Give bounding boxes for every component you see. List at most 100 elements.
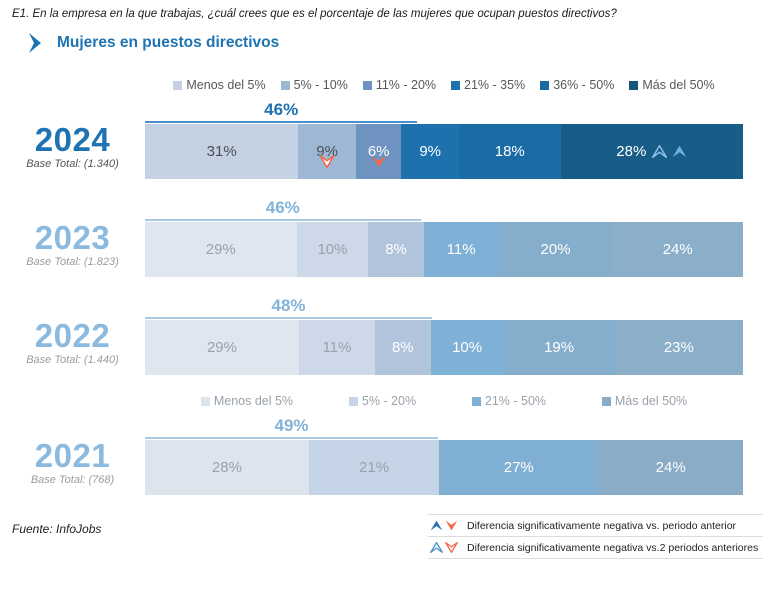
legend-label: 11% - 20% <box>375 78 437 92</box>
legend-swatch-icon <box>348 396 358 406</box>
bar-segment: 8% <box>374 320 431 375</box>
page-title: Mujeres en puestos directivos <box>57 34 280 51</box>
legend-item: 5% - 20% <box>348 394 417 408</box>
legend-item: 21% - 35% <box>451 78 525 92</box>
significance-legend: Diferencia significativamente negativa v… <box>428 514 763 559</box>
significance-marker <box>319 154 335 168</box>
chevron-right-icon <box>29 33 41 53</box>
year-label: 2023 <box>34 219 111 256</box>
legend-label: 21% - 35% <box>464 78 526 92</box>
bar-segment: 11% <box>423 222 499 277</box>
year-column: 2024 Base Total: (1.340) <box>0 100 145 179</box>
segment-value-label: 8% <box>385 241 407 258</box>
stacked-bar: 29% 11% 8% 10% 19% 23% <box>145 320 744 375</box>
bar-segment: 9% <box>401 124 459 179</box>
sig-legend-label: Diferencia significativamente negativa v… <box>467 519 737 532</box>
sig-legend-icons <box>430 520 458 531</box>
year-label: 2024 <box>34 121 111 158</box>
segment-value-label: 28% <box>211 459 242 476</box>
bar-segment: 21% <box>308 440 440 495</box>
bracket-line: 48% <box>145 296 433 319</box>
bar-segment: 31% <box>145 124 299 179</box>
legend-swatch-icon <box>540 80 550 90</box>
legend-item: 36% - 50% <box>540 78 614 92</box>
bar-segment: 10% <box>430 320 504 375</box>
sig-legend-icons <box>430 542 458 553</box>
segment-value-label: 8% <box>391 339 414 356</box>
base-total-label: Base Total: (1.440) <box>26 354 119 366</box>
year-row: 2023 Base Total: (1.823) 46% 29% 10% 8% 11% 20%… <box>0 198 763 277</box>
legend-label: Más del 50% <box>642 78 715 92</box>
up-arrow-icon <box>672 145 687 158</box>
legend-label: 5% - 10% <box>293 78 348 92</box>
bracket-label: 46% <box>264 100 299 119</box>
bracket-line: 46% <box>145 100 418 123</box>
stacked-bar: 29% 10% 8% 11% 20% 24% <box>145 222 744 277</box>
legend-label: Menos del 5% <box>186 78 266 92</box>
significance-markers <box>652 145 687 158</box>
bar-segment: 28% <box>145 440 309 495</box>
segment-value-label: 18% <box>494 143 525 160</box>
legend-label: 5% - 20% <box>361 394 417 408</box>
sig-legend-row: Diferencia significativamente negativa v… <box>428 536 763 559</box>
segment-value-label: 11% <box>322 339 352 356</box>
legend-swatch-icon <box>173 80 183 90</box>
legend-swatch-icon <box>471 396 481 406</box>
stacked-bar: 28% 21% 27% 24% <box>145 440 744 495</box>
segment-value-label: 21% <box>359 459 390 476</box>
legend-swatch-icon <box>601 396 611 406</box>
bar-segment: 23% <box>614 320 744 375</box>
legend-mid: Menos del 5% 5% - 20% 21% - 50% Más del 50% <box>145 394 743 408</box>
down-arrow-icon <box>319 154 335 168</box>
legend-item: Menos del 5% <box>200 394 294 408</box>
bar-segment: 28% <box>560 124 744 179</box>
legend-top: Menos del 5% 5% - 10% 11% - 20% 21% - 35% 36… <box>145 78 743 92</box>
bar-segment: 9% <box>298 124 356 179</box>
legend-item: Más del 50% <box>629 78 715 92</box>
source-text: Fuente: InfoJobs <box>12 522 102 536</box>
sig-legend-label: Diferencia significativamente negativa v… <box>467 541 759 554</box>
year-column: 2021 Base Total: (768) <box>0 416 145 495</box>
chart-rows: 2024 Base Total: (1.340) 46% 31% 9% 6% 9% 18% 28… <box>0 100 763 495</box>
segment-value-label: 10% <box>317 241 348 258</box>
bar-segment: 10% <box>296 222 369 277</box>
segment-value-label: 29% <box>205 241 236 258</box>
bar-segment: 27% <box>439 440 599 495</box>
legend-item: 21% - 50% <box>471 394 547 408</box>
bar-segment: 6% <box>355 124 402 179</box>
segment-value-label: 24% <box>662 241 693 258</box>
base-total-label: Base Total: (1.823) <box>26 256 119 268</box>
legend-label: Más del 50% <box>614 394 688 408</box>
legend-swatch-icon <box>200 396 210 406</box>
segment-value-label: 23% <box>663 339 694 356</box>
legend-swatch-icon <box>629 80 639 90</box>
bar-segment: 24% <box>598 440 744 495</box>
year-label: 2022 <box>34 317 111 354</box>
stacked-bar: 31% 9% 6% 9% 18% 28% <box>145 124 744 179</box>
year-row: 2024 Base Total: (1.340) 46% 31% 9% 6% 9% 18% 28… <box>0 100 763 179</box>
bar-segment: 20% <box>498 222 613 277</box>
segment-value-label: 11% <box>446 241 476 258</box>
segment-value-label: 24% <box>655 459 686 476</box>
segment-value-label: 31% <box>206 143 237 160</box>
segment-value-label: 29% <box>206 339 237 356</box>
legend-swatch-icon <box>280 80 290 90</box>
bar-segment: 29% <box>145 320 299 375</box>
down-arrow-icon <box>371 155 386 168</box>
up-arrow-icon <box>430 542 443 553</box>
legend-swatch-icon <box>451 80 461 90</box>
segment-value-label: 10% <box>452 339 483 356</box>
bar-column: 48% 29% 11% 8% 10% 19% 23% <box>145 296 744 375</box>
question-text: E1. En la empresa en la que trabajas, ¿c… <box>12 8 617 20</box>
legend-item: 5% - 10% <box>280 78 348 92</box>
footer: Fuente: InfoJobs Diferencia significativ… <box>0 514 763 559</box>
bracket-line: 49% <box>145 416 439 439</box>
legend-label: 21% - 50% <box>484 394 547 408</box>
bracket-line: 46% <box>145 198 421 221</box>
year-column: 2023 Base Total: (1.823) <box>0 198 145 277</box>
bar-segment: 24% <box>612 222 744 277</box>
legend-label: Menos del 5% <box>213 394 294 408</box>
up-arrow-icon <box>652 145 668 158</box>
legend-label: 36% - 50% <box>553 78 615 92</box>
bar-segment: 19% <box>503 320 615 375</box>
